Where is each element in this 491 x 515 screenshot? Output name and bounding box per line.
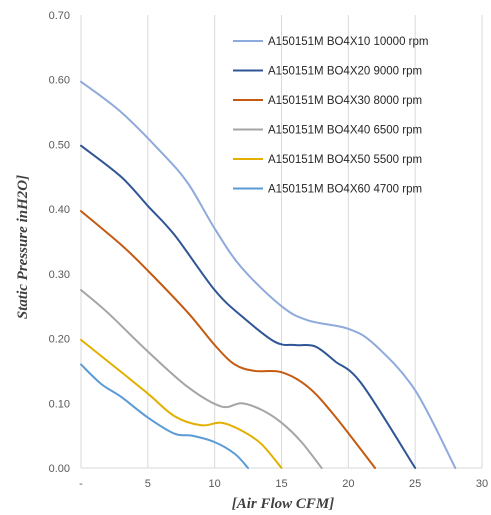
y-axis-title: Static Pressure inH2O] — [15, 175, 31, 319]
x-tick-label: 15 — [275, 478, 287, 490]
y-tick-label: 0.30 — [49, 269, 70, 281]
series-line-6 — [80, 363, 250, 469]
legend-label: A150151M BO4X50 5500 rpm — [268, 154, 422, 166]
grid-lines — [80, 15, 483, 469]
y-tick-label: 0.10 — [49, 398, 70, 410]
x-tick-label: 25 — [409, 478, 421, 490]
series-line-1 — [80, 80, 457, 469]
legend-label: A150151M BO4X30 8000 rpm — [268, 95, 422, 107]
x-axis-title: [Air Flow CFM] — [232, 496, 335, 512]
series-line-5 — [80, 338, 283, 469]
series-lines — [80, 80, 457, 469]
x-tick-label: - — [79, 478, 83, 490]
x-tick-label: 5 — [145, 478, 151, 490]
y-tick-label: 0.70 — [49, 10, 70, 22]
legend: A150151M BO4X10 10000 rpm A150151M BO4X20… — [233, 36, 428, 196]
x-tick-label: 10 — [209, 478, 221, 490]
legend-label: A150151M BO4X20 9000 rpm — [268, 66, 422, 78]
legend-label: A150151M BO4X40 6500 rpm — [268, 125, 422, 137]
series-line-4 — [80, 289, 323, 469]
legend-label: A150151M BO4X60 4700 rpm — [268, 184, 422, 196]
x-tick-label: 20 — [342, 478, 354, 490]
y-tick-label: 0.20 — [49, 334, 70, 346]
y-tick-label: 0.60 — [49, 75, 70, 87]
tick-labels: - 5 10 15 20 25 30 0.00 0.10 0.20 0.30 0.40 0.50 0.60… — [49, 10, 489, 490]
y-tick-label: 0.50 — [49, 139, 70, 151]
y-tick-label: 0.40 — [49, 204, 70, 216]
series-line-2 — [80, 144, 417, 469]
series-line-3 — [80, 210, 377, 469]
x-tick-label: 30 — [476, 478, 488, 490]
y-tick-label: 0.00 — [49, 463, 70, 475]
legend-label: A150151M BO4X10 10000 rpm — [268, 36, 428, 48]
